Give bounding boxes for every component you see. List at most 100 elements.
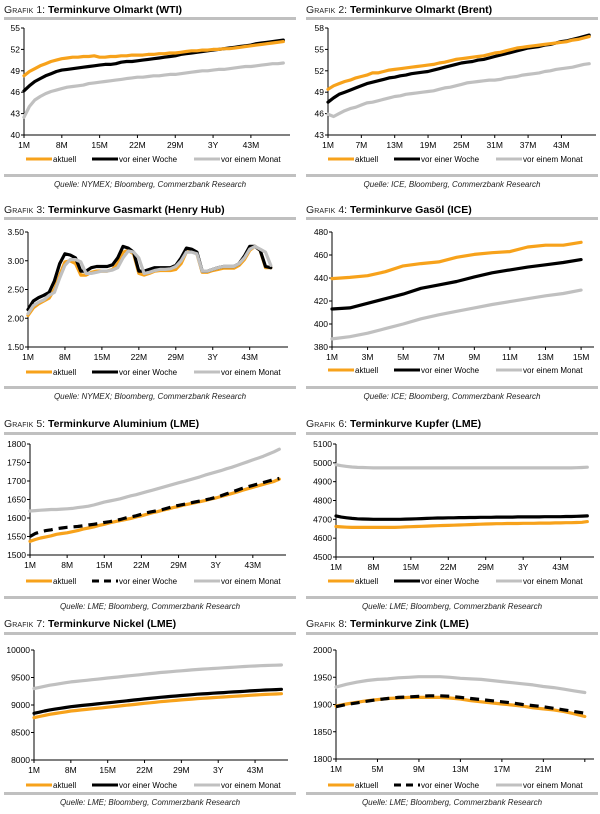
x-tick-label: 8M — [59, 352, 71, 362]
y-tick-label: 400 — [314, 319, 328, 329]
x-tick-label: 22M — [131, 352, 148, 362]
chart-panel-8: Grafik 8: Terminkurve Zink (LME) 1800 1850… — [306, 614, 598, 814]
series-line-vor-einer-woche — [32, 687, 283, 715]
legend: aktuell vor einer Woche vor einem Monat — [26, 781, 281, 790]
y-tick-label: 380 — [314, 342, 328, 352]
chart-svg: 1800 1850 1900 1950 2000 1M 5M 9M 13M 17M 21M aktue… — [313, 645, 594, 790]
x-tick-label: 15M — [91, 140, 108, 150]
legend: aktuell vor einer Woche vor einem Monat — [328, 155, 583, 164]
x-tick-label: 1M — [326, 352, 338, 362]
x-tick-label: 5M — [372, 764, 384, 774]
x-tick-label: 8M — [65, 765, 77, 775]
x-tick-label: 29M — [167, 140, 184, 150]
source-divider — [306, 596, 598, 599]
chart-title-text: Terminkurve Zink (LME) — [350, 618, 469, 630]
series-line-vor-einer-woche — [335, 694, 586, 715]
y-tick-label: 10000 — [6, 645, 30, 655]
x-tick-label: 29M — [173, 765, 190, 775]
series-line-vor-einem-monat — [334, 463, 589, 470]
source-note: Quelle: NYMEX; Bloomberg, Commerzbank Re… — [53, 392, 247, 401]
y-tick-label: 58 — [315, 23, 325, 33]
y-tick-label: 52 — [11, 44, 21, 54]
title-separator: : — [344, 618, 350, 630]
x-tick-label: 25M — [453, 140, 470, 150]
x-tick-label: 8M — [368, 562, 380, 572]
chart-panel-3: Grafik 3: Terminkurve Gasmarkt (Henry Hu… — [4, 204, 296, 404]
series-line-vor-einem-monat — [334, 675, 587, 695]
chart-svg: 43 46 49 52 55 58 1M 7M 13M 19M 25M 31M 37M 43M aktuel… — [315, 23, 596, 164]
title-separator: : — [42, 618, 48, 630]
x-tick-label: 43M — [241, 352, 258, 362]
chart-panel-4: Grafik 4: Terminkurve Gasöl (ICE) 380 400 4… — [306, 204, 598, 404]
x-tick-label: 15M — [403, 562, 420, 572]
series-line-aktuell — [22, 39, 285, 78]
title-separator: : — [344, 418, 350, 430]
chart-title-text: Terminkurve Kupfer (LME) — [350, 418, 482, 430]
y-tick-label: 1700 — [7, 476, 26, 486]
series-line-vor-einem-monat — [32, 663, 283, 691]
x-tick-label: 3Y — [208, 352, 219, 362]
series-line-vor-einer-woche — [334, 514, 589, 521]
source-divider — [4, 596, 296, 599]
source-divider — [306, 792, 598, 795]
source-note: Quelle: LME; Bloomberg, Commerzbank Rese… — [59, 602, 241, 611]
legend-label: vor einer Woche — [119, 577, 178, 586]
title-separator: : — [344, 4, 350, 16]
x-tick-label: 1M — [18, 140, 30, 150]
y-tick-label: 4700 — [313, 514, 332, 524]
chart-label: Grafik — [306, 418, 336, 430]
chart-panel-7: Grafik 7: Terminkurve Nickel (LME) 8000 85… — [4, 614, 296, 814]
chart-title: Grafik 6: Terminkurve Kupfer (LME) — [306, 418, 481, 430]
y-tick-label: 5100 — [313, 439, 332, 449]
source-note: Quelle: LME; Bloomberg, Commerzbank Rese… — [361, 602, 543, 611]
chart-number: 6 — [338, 418, 345, 430]
source-divider — [306, 386, 598, 389]
x-tick-label: 1M — [28, 765, 40, 775]
chart-label: Grafik — [306, 204, 336, 216]
chart-title-text: Terminkurve Gasmarkt (Henry Hub) — [48, 204, 225, 216]
legend: aktuell vor einer Woche vor einem Monat — [26, 577, 281, 586]
x-tick-label: 5M — [397, 352, 409, 362]
y-tick-label: 3.50 — [7, 227, 24, 237]
legend-label: vor einem Monat — [221, 577, 281, 586]
chart-title: Grafik 5: Terminkurve Aluminium (LME) — [4, 418, 199, 430]
source-divider — [306, 174, 598, 177]
chart-title-text: Terminkurve Nickel (LME) — [48, 618, 177, 630]
legend-label: aktuell — [355, 155, 378, 164]
x-tick-label: 31M — [486, 140, 503, 150]
legend-label: vor einer Woche — [119, 781, 178, 790]
chart-number: 1 — [36, 4, 43, 16]
legend-label: aktuell — [355, 781, 378, 790]
legend: aktuell vor einer Woche vor einem Monat — [328, 781, 583, 790]
y-tick-label: 46 — [315, 109, 325, 119]
x-tick-label: 22M — [133, 560, 150, 570]
title-divider — [4, 432, 296, 435]
x-tick-label: 43M — [552, 562, 569, 572]
chart-title-text: Terminkurve Olmarkt (Brent) — [350, 4, 493, 16]
chart-title: Grafik 8: Terminkurve Zink (LME) — [306, 618, 469, 630]
series-line-aktuell — [32, 692, 283, 720]
chart-panel-6: Grafik 6: Terminkurve Kupfer (LME) 4500 46… — [306, 414, 598, 614]
series-line-aktuell — [334, 519, 589, 530]
x-tick-label: 3Y — [208, 140, 219, 150]
legend-label: vor einer Woche — [421, 155, 480, 164]
x-tick-label: 43M — [553, 140, 570, 150]
x-tick-label: 22M — [129, 140, 146, 150]
x-tick-label: 15M — [573, 352, 590, 362]
x-tick-label: 43M — [247, 765, 264, 775]
y-tick-label: 1600 — [7, 513, 26, 523]
x-tick-label: 13M — [386, 140, 403, 150]
chart-number: 5 — [36, 418, 43, 430]
title-separator: : — [42, 4, 48, 16]
series-line-vor-einem-monat — [330, 288, 583, 341]
chart-title-text: Terminkurve Olmarkt (WTI) — [48, 4, 182, 16]
x-tick-label: 3M — [362, 352, 374, 362]
chart-label: Grafik — [4, 4, 34, 16]
legend-label: vor einer Woche — [119, 155, 178, 164]
x-tick-label: 15M — [99, 765, 116, 775]
chart-label: Grafik — [306, 618, 336, 630]
x-tick-label: 1M — [24, 560, 36, 570]
y-tick-label: 460 — [314, 250, 328, 260]
chart-title: Grafik 3: Terminkurve Gasmarkt (Henry Hu… — [4, 204, 225, 216]
y-tick-label: 4900 — [313, 477, 332, 487]
